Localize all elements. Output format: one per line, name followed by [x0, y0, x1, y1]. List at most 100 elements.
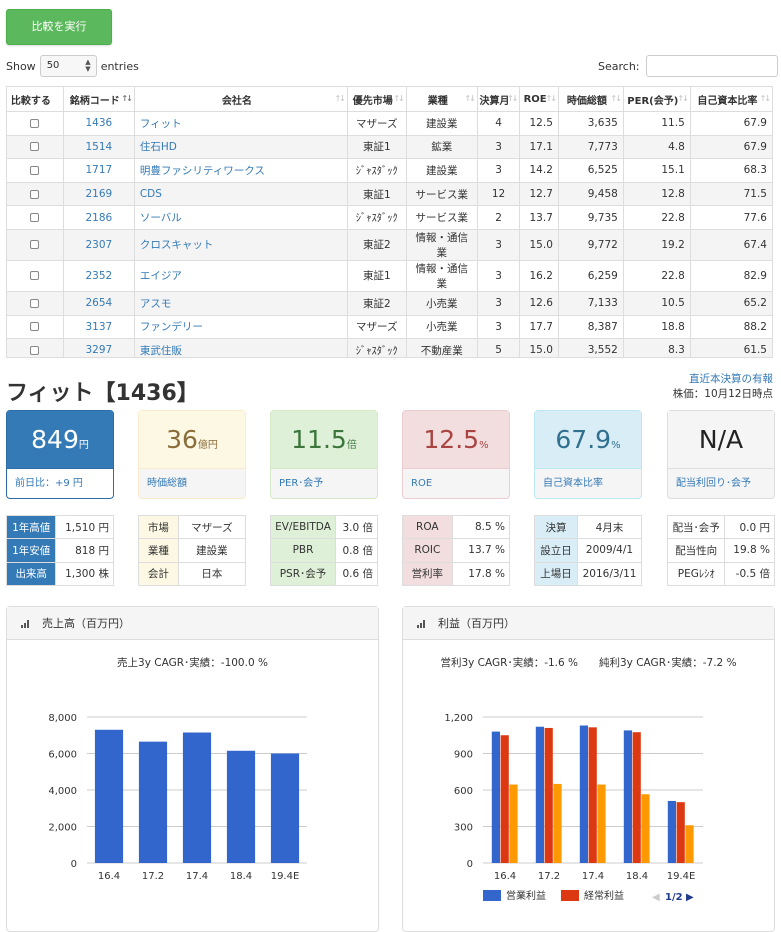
bar[interactable]	[641, 794, 650, 863]
bar[interactable]	[94, 729, 124, 863]
company-name-link[interactable]: アスモ	[139, 297, 172, 310]
stat-value: 0.8 倍	[334, 538, 379, 563]
bar[interactable]	[553, 783, 562, 863]
bar[interactable]	[226, 750, 256, 863]
stock-code-link[interactable]: 2654	[85, 297, 113, 310]
stock-code-link[interactable]: 1717	[85, 164, 113, 177]
bar[interactable]	[579, 725, 588, 863]
compare-checkbox[interactable]	[30, 345, 40, 355]
table-cell: 建設業	[405, 111, 478, 136]
compare-button[interactable]: 比較を実行	[6, 9, 112, 45]
table-cell: 3	[476, 290, 521, 316]
company-name-link[interactable]: ファンデリー	[139, 321, 203, 334]
stats-table: 決算 4月末 設立日 2009/4/1 上場日 2016/3/11	[533, 514, 642, 586]
stock-table-scroll[interactable]: 比較する 銘柄コード ↑↓ 会社名 ↑↓ 優先市場 ↑↓ 業種 ↑↓ 決算月 ↑↓ ROE ↑↓ 時価総額…	[6, 86, 773, 358]
table-cell: 3	[476, 314, 521, 339]
bar[interactable]	[623, 730, 632, 863]
stock-code-link[interactable]: 2307	[85, 238, 113, 251]
stat-key: ROIC	[402, 538, 453, 563]
search-input[interactable]	[645, 55, 778, 77]
bar[interactable]	[270, 753, 300, 864]
column-header[interactable]: PER(会予) ↑↓	[622, 86, 691, 112]
bar[interactable]	[509, 784, 518, 863]
stock-code-link[interactable]: 3137	[85, 320, 113, 333]
stat-value: 0.0 円	[724, 514, 775, 540]
search-control: Search:	[598, 55, 778, 77]
stat-value: 4月末	[577, 514, 642, 540]
stock-code-link[interactable]: 1436	[85, 117, 113, 130]
compare-checkbox[interactable]	[30, 165, 40, 175]
table-cell: クロスキャット	[133, 228, 348, 261]
next-page-icon[interactable]: ▶	[686, 892, 694, 903]
entries-select[interactable]: 50 ▲ ▼	[39, 55, 97, 77]
stock-code-link[interactable]: 2186	[85, 211, 113, 224]
column-header[interactable]: 業種 ↑↓	[405, 86, 478, 112]
compare-checkbox[interactable]	[30, 213, 40, 223]
stock-code-link[interactable]: 2352	[85, 269, 113, 282]
bar[interactable]	[597, 784, 606, 863]
report-link[interactable]: 直近本決算の有報	[689, 373, 773, 385]
stat-key: 1年安値	[5, 538, 57, 563]
stock-code-link[interactable]: 1514	[85, 140, 113, 153]
table-cell: 1514	[62, 134, 135, 159]
compare-checkbox[interactable]	[30, 189, 40, 199]
company-name-link[interactable]: エイジア	[139, 270, 182, 283]
bar[interactable]	[491, 731, 500, 863]
stock-code-link[interactable]: 3297	[85, 344, 113, 357]
table-cell: 3	[476, 134, 521, 159]
company-name-link[interactable]: 明豊ファシリティワークス	[139, 164, 265, 177]
compare-checkbox[interactable]	[30, 142, 40, 152]
column-header[interactable]: 決算月 ↑↓	[476, 86, 521, 112]
legend-swatch	[483, 890, 501, 901]
metric-card: 67.9% 自己資本比率	[534, 410, 642, 499]
bar[interactable]	[588, 727, 597, 863]
stat-key: 決算	[533, 514, 579, 540]
bar[interactable]	[535, 726, 544, 863]
table-cell: 19.2	[622, 228, 691, 261]
table-cell: 東証1	[346, 181, 407, 206]
bar[interactable]	[685, 825, 694, 863]
y-tick-label: 600	[454, 786, 473, 797]
column-header[interactable]: 優先市場 ↑↓	[346, 86, 407, 112]
company-name-link[interactable]: 住石HD	[139, 141, 177, 154]
bar[interactable]	[676, 802, 685, 863]
company-name-link[interactable]: CDS	[139, 188, 162, 201]
metric-unit: 倍	[346, 440, 357, 451]
compare-checkbox[interactable]	[30, 118, 40, 128]
metric-label: 自己資本比率	[535, 468, 641, 498]
table-cell: 15.1	[622, 158, 691, 183]
entries-value: 50	[46, 60, 60, 71]
column-header[interactable]: 会社名 ↑↓	[133, 86, 348, 112]
column-header[interactable]: 時価総額 ↑↓	[557, 86, 624, 112]
compare-checkbox[interactable]	[30, 271, 40, 281]
table-cell: 17.7	[519, 314, 559, 339]
x-tick-label: 16.4	[494, 871, 516, 882]
table-cell: 3	[476, 228, 521, 261]
table-cell: 2352	[62, 259, 135, 292]
y-tick-label: 4,000	[48, 786, 77, 797]
company-name-link[interactable]: フィット	[139, 117, 182, 130]
stock-code-link[interactable]: 2169	[85, 188, 113, 201]
table-cell: 82.9	[689, 259, 773, 292]
bar[interactable]	[632, 732, 641, 863]
bar[interactable]	[182, 732, 212, 863]
prev-page-icon[interactable]: ◀	[652, 892, 660, 903]
column-header[interactable]: ROE ↑↓	[519, 86, 559, 112]
compare-checkbox[interactable]	[30, 298, 40, 308]
company-name-link[interactable]: 東武住販	[139, 344, 182, 357]
bar[interactable]	[544, 727, 553, 863]
table-cell: 9,772	[557, 228, 624, 261]
column-header[interactable]: 銘柄コード ↑↓	[62, 86, 135, 112]
bar[interactable]	[500, 735, 509, 863]
metric-unit: 億円	[197, 440, 218, 451]
column-header[interactable]: 自己資本比率 ↑↓	[689, 86, 773, 112]
table-cell: 8.3	[622, 338, 691, 357]
company-name-link[interactable]: クロスキャット	[139, 239, 214, 252]
bar[interactable]	[667, 800, 676, 863]
company-name-link[interactable]: ソーバル	[139, 212, 182, 225]
table-cell: 61.5	[689, 338, 773, 357]
bar[interactable]	[138, 741, 168, 863]
compare-checkbox[interactable]	[30, 322, 40, 332]
compare-checkbox[interactable]	[30, 240, 40, 250]
column-header[interactable]: 比較する	[6, 86, 64, 112]
